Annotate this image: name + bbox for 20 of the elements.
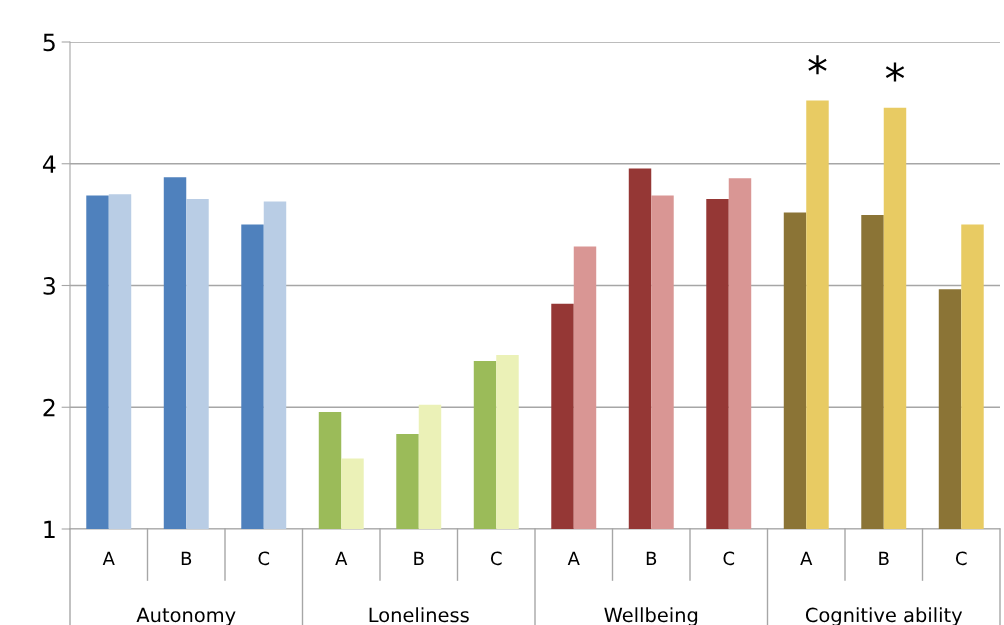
data-label: * [808, 55, 827, 75]
text: Loneliness [369, 607, 469, 623]
x-tick-label: C [258, 551, 270, 566]
x-tick-label: B [879, 551, 889, 565]
x-tick-label: B [414, 551, 424, 565]
x-tick-label: C [955, 551, 967, 566]
y-tick-label: 4 [42, 155, 56, 173]
y-tick-label: 2 [43, 398, 55, 417]
data-label: * [885, 62, 905, 82]
y-tick-label: 5 [43, 33, 55, 52]
x-tick-label: A [102, 551, 115, 565]
x-tick-label: C [723, 551, 735, 566]
x-tick-label: C [490, 551, 502, 566]
x-tick-label: A [800, 551, 813, 565]
x-tick-label: A [335, 551, 348, 565]
y-tick-label: 3 [43, 276, 55, 295]
x-tick-label: B [181, 551, 192, 565]
y-tick-label: 1 [44, 520, 55, 538]
x-tick-label: B [646, 551, 657, 565]
x-tick-label: A [567, 551, 580, 565]
